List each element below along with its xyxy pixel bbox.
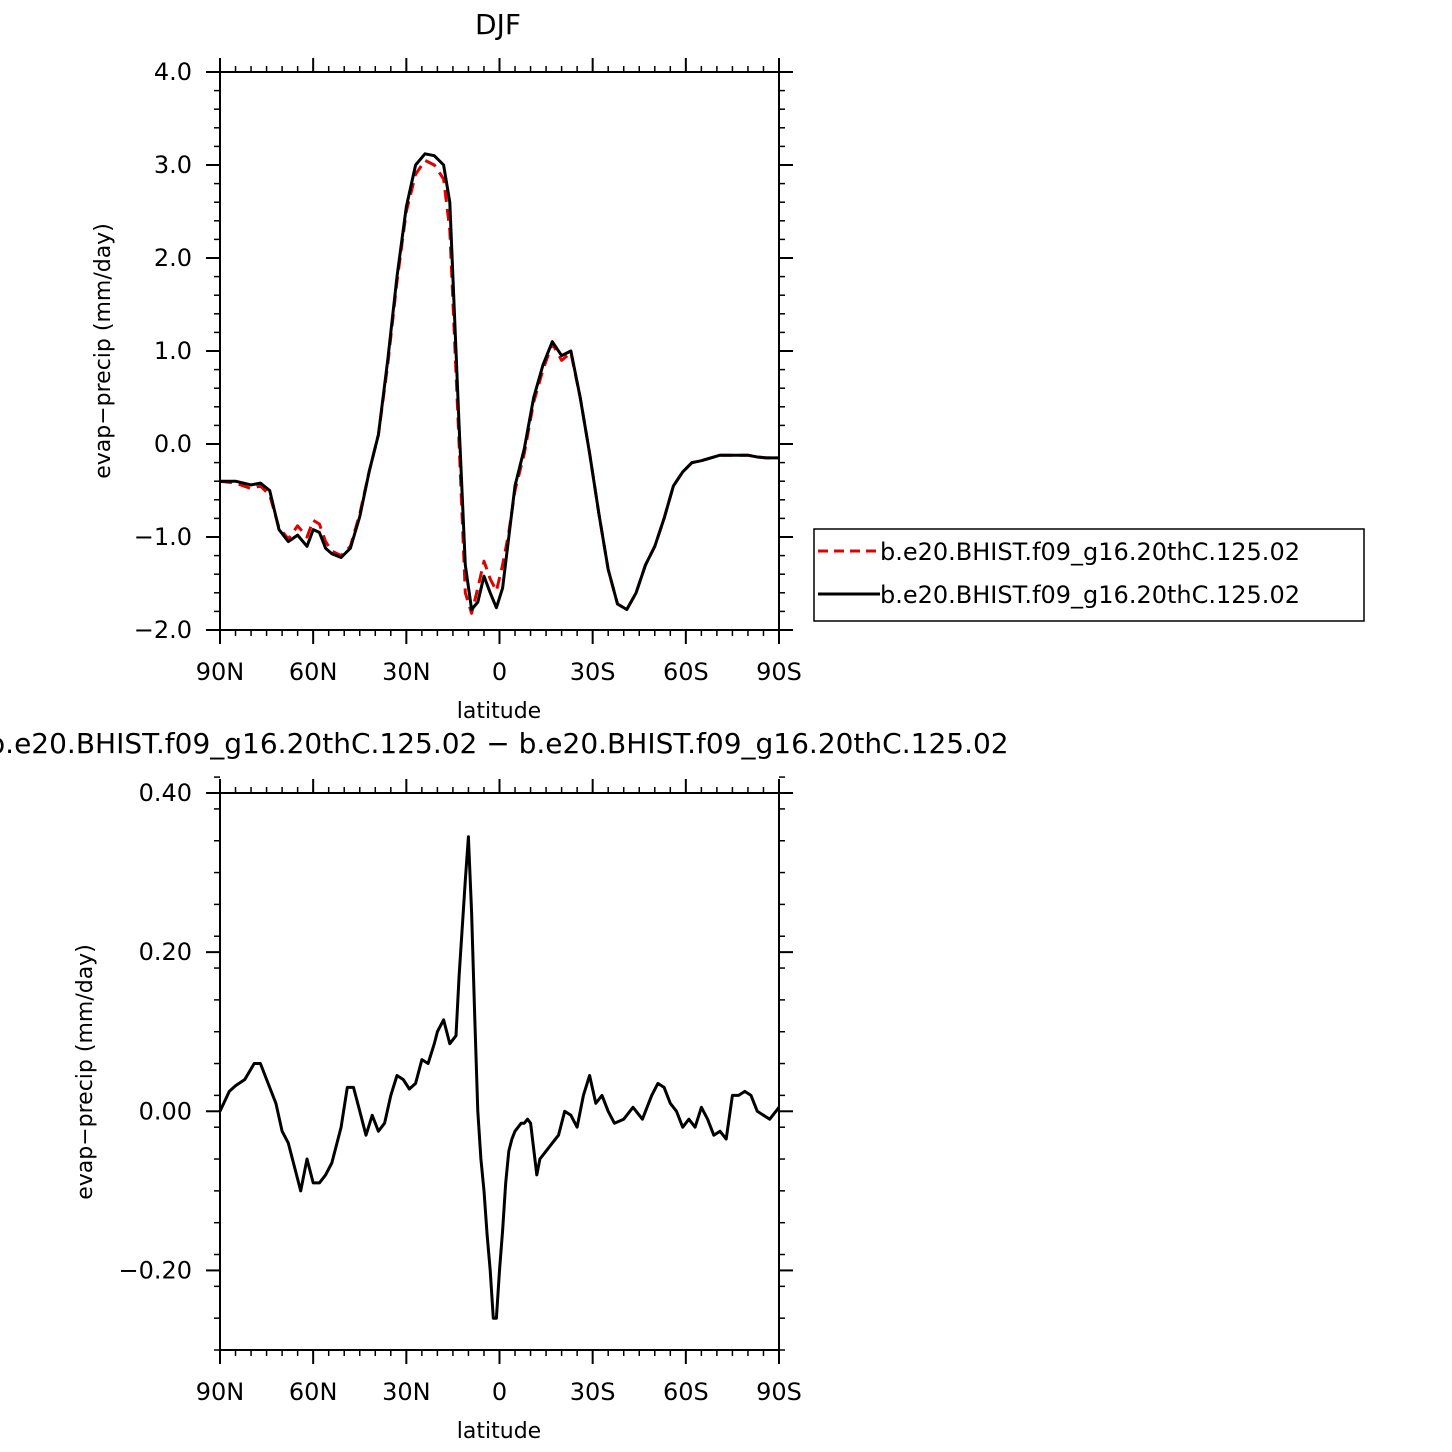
y-tick-label: 0.00	[139, 1097, 192, 1125]
x-tick-label: 30S	[570, 1378, 616, 1406]
y-tick-label: 0.0	[154, 430, 192, 458]
bottom-chart-xlabel: latitude	[457, 1419, 541, 1444]
legend: b.e20.BHIST.f09_g16.20thC.125.02 b.e20.B…	[813, 528, 1365, 622]
y-tick-label: 4.0	[154, 58, 192, 86]
y-tick-label: 0.40	[139, 779, 192, 807]
plot-frame	[219, 71, 780, 631]
x-tick-label: 0	[492, 1378, 507, 1406]
top-chart-ylabel: evap−precip (mm/day)	[91, 223, 116, 479]
series-line-0	[218, 835, 781, 1320]
y-tick-label: 3.0	[154, 151, 192, 179]
top-chart-title: DJF	[475, 8, 521, 41]
x-tick-label: 90N	[196, 1378, 245, 1406]
y-tick-label: −1.0	[134, 523, 192, 551]
x-tick-label: 60S	[663, 658, 709, 686]
legend-label-red: b.e20.BHIST.f09_g16.20thC.125.02	[880, 538, 1300, 566]
x-tick-label: 90N	[196, 658, 245, 686]
y-tick-label: 2.0	[154, 244, 192, 272]
top-chart: DJF evap−precip (mm/day) latitude −2.0 −1…	[91, 8, 1365, 724]
bottom-chart-title: b.e20.BHIST.f09_g16.20thC.125.02 − b.e20…	[0, 727, 1009, 760]
series-line-1	[220, 152, 779, 611]
x-tick-label: 60S	[663, 1378, 709, 1406]
x-tick-label: 0	[492, 658, 507, 686]
y-tick-label: −0.20	[118, 1256, 192, 1284]
bottom-chart: b.e20.BHIST.f09_g16.20thC.125.02 − b.e20…	[0, 727, 1009, 1444]
x-tick-label: 30N	[382, 1378, 431, 1406]
y-tick-label: 1.0	[154, 337, 192, 365]
series-line-0	[219, 158, 779, 615]
top-chart-xlabel: latitude	[457, 699, 541, 724]
bottom-chart-ylabel: evap−precip (mm/day)	[73, 944, 98, 1200]
x-tick-label: 60N	[289, 1378, 338, 1406]
y-tick-label: 0.20	[139, 938, 192, 966]
legend-label-black: b.e20.BHIST.f09_g16.20thC.125.02	[880, 581, 1300, 609]
x-tick-label: 30S	[570, 658, 616, 686]
top-chart-plot-area: −2.0 −1.0 0.0 1.0 2.0 3.0 4.0 90N 60N 30N 0 30S 60S 9…	[134, 58, 802, 686]
x-tick-label: 90S	[756, 658, 802, 686]
bottom-chart-plot-area: −0.20 0.00 0.20 0.40 90N 60N 30N 0 30S 60S 90S	[118, 776, 802, 1406]
x-tick-label: 60N	[289, 658, 338, 686]
x-tick-label: 30N	[382, 658, 431, 686]
legend-box	[813, 528, 1365, 622]
y-tick-label: −2.0	[134, 616, 192, 644]
x-tick-label: 90S	[756, 1378, 802, 1406]
